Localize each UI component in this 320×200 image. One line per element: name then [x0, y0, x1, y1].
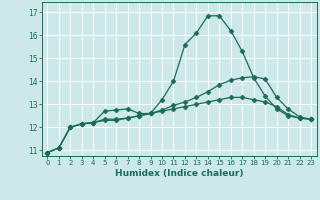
X-axis label: Humidex (Indice chaleur): Humidex (Indice chaleur) — [115, 169, 244, 178]
